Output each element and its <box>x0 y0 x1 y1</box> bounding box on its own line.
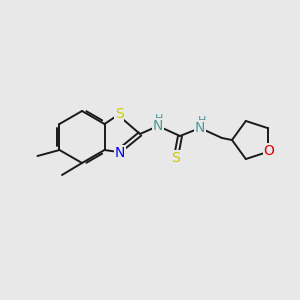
Text: N: N <box>115 146 125 160</box>
Text: S: S <box>115 107 123 121</box>
Text: N: N <box>195 121 205 135</box>
Text: N: N <box>153 119 163 133</box>
Text: H: H <box>155 114 163 124</box>
Text: O: O <box>264 144 274 158</box>
Text: S: S <box>172 151 180 165</box>
Text: H: H <box>198 116 206 126</box>
